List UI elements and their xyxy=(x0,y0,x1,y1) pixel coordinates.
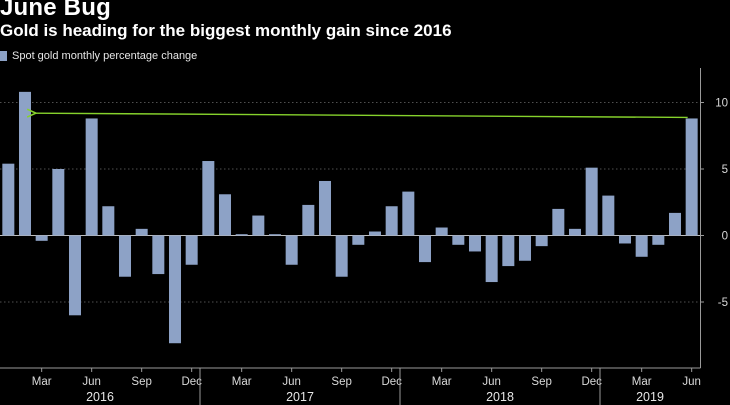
bar xyxy=(385,206,398,236)
bar xyxy=(52,169,65,236)
bar xyxy=(185,235,198,265)
x-tick-label: Sep xyxy=(131,376,151,388)
bar xyxy=(469,235,481,252)
bar xyxy=(85,118,98,236)
bar xyxy=(419,235,431,263)
bar xyxy=(602,195,615,236)
bar xyxy=(552,208,565,236)
bar xyxy=(35,235,48,241)
bar xyxy=(535,235,548,247)
bar xyxy=(252,215,265,236)
year-label: 2019 xyxy=(636,390,664,404)
bar xyxy=(19,91,31,236)
x-tick-label: Jun xyxy=(482,376,501,388)
chart-subtitle: Gold is heading for the biggest monthly … xyxy=(0,21,452,40)
bar xyxy=(302,204,315,236)
x-tick-label: Sep xyxy=(531,376,551,388)
legend-label: Spot gold monthly percentage change xyxy=(12,50,198,62)
bar xyxy=(335,235,348,277)
bar xyxy=(669,212,681,236)
legend: Spot gold monthly percentage change xyxy=(0,50,197,62)
x-tick-label: Dec xyxy=(381,376,402,388)
bar xyxy=(69,235,81,316)
bar xyxy=(569,228,581,236)
bar xyxy=(119,235,131,277)
bar xyxy=(269,234,281,236)
y-tick-label: 0 xyxy=(722,231,728,243)
bar xyxy=(585,167,598,236)
bar xyxy=(402,191,415,236)
bar xyxy=(685,118,698,236)
year-label: 2016 xyxy=(86,390,114,404)
axis-layer: 10 5 0 -5 Mar Jun Sep Dec Mar Jun Sep Dec Mar Jun Sep D… xyxy=(0,68,728,405)
bar xyxy=(352,235,365,245)
y-tick-label: -5 xyxy=(718,297,728,309)
bar xyxy=(652,235,665,245)
bar xyxy=(369,231,381,236)
bar xyxy=(169,235,181,344)
bar xyxy=(235,234,248,236)
bar xyxy=(135,228,148,236)
bar xyxy=(285,235,298,265)
annotation-layer xyxy=(35,113,688,119)
bar xyxy=(319,180,331,236)
bar xyxy=(219,194,231,236)
bar xyxy=(2,163,15,236)
x-tick-label: Dec xyxy=(181,376,202,388)
legend-swatch xyxy=(0,51,7,61)
bar xyxy=(485,235,498,283)
y-tick-label: 10 xyxy=(715,98,728,110)
y-tick-label: 5 xyxy=(722,164,728,176)
chart-title: June Bug xyxy=(0,0,111,21)
x-tick-label: Mar xyxy=(432,376,452,388)
x-tick-label: Mar xyxy=(32,376,52,388)
bar xyxy=(519,235,531,261)
bar xyxy=(435,227,448,236)
x-tick-label: Dec xyxy=(581,376,602,388)
bars-layer xyxy=(2,91,698,344)
bar xyxy=(202,161,215,236)
bar xyxy=(502,235,515,267)
x-tick-label: Mar xyxy=(232,376,252,388)
bar xyxy=(152,235,165,275)
bar xyxy=(452,235,465,245)
grid-layer xyxy=(0,102,700,303)
x-tick-label: Mar xyxy=(632,376,652,388)
bar xyxy=(635,235,648,257)
bar xyxy=(619,235,631,244)
x-tick-label: Jun xyxy=(282,376,301,388)
year-label: 2017 xyxy=(286,390,314,404)
x-tick-label: Jun xyxy=(682,376,701,388)
x-tick-label: Sep xyxy=(331,376,351,388)
annotation-arrow xyxy=(35,113,688,119)
year-label: 2018 xyxy=(486,390,514,404)
x-tick-label: Jun xyxy=(82,376,101,388)
bar xyxy=(102,206,115,236)
